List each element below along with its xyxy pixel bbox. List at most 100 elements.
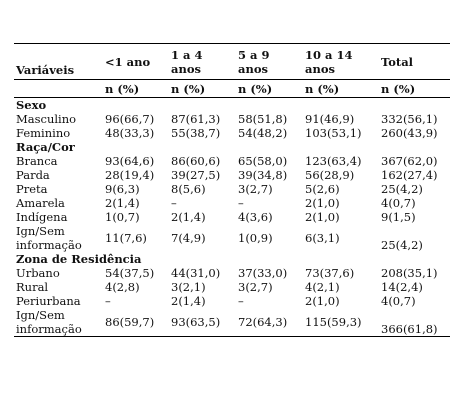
cell: 9(1,5): [381, 210, 416, 224]
cell: 8(5,6): [171, 182, 206, 196]
cell: 11(7,6): [105, 231, 147, 245]
cell: 123(63,4): [305, 154, 362, 168]
cell: 93(63,5): [169, 308, 236, 337]
data-row: Periurbana – 2(1,4) – 2(1,0) 4(0,7): [14, 294, 450, 308]
data-row: Feminino 48(33,3) 55(38,7) 54(48,2) 103(53,1…: [14, 126, 450, 140]
row-label: Feminino: [16, 126, 71, 140]
data-table: Variáveis <1 ano 1 a 4 anos 5 a 9 anos 10 a …: [14, 43, 450, 337]
cell: 9(6,3): [105, 182, 140, 196]
header-text: 5 a 9 anos: [238, 47, 270, 76]
cell: 48(33,3): [105, 126, 155, 140]
header-cell: 1 a 4 anos: [169, 43, 236, 80]
cell: 86(60,6): [171, 154, 221, 168]
cell: 91(46,9): [305, 112, 355, 126]
cell: 4(3,6): [238, 210, 273, 224]
cell: 2(1,4): [105, 196, 140, 210]
cell: 332(56,1): [381, 112, 438, 126]
subheader-cell: n (%): [379, 79, 450, 98]
section-row: Zona de Residência: [14, 252, 450, 266]
row-label: Branca: [16, 154, 58, 168]
row-label: Periurbana: [16, 294, 81, 308]
cell: –: [238, 294, 244, 308]
row-label: Amarela: [16, 196, 65, 210]
cell: 367(62,0): [381, 154, 438, 168]
cell: 208(35,1): [381, 266, 438, 280]
section-title: Sexo: [16, 98, 47, 112]
cell: 3(2,1): [171, 280, 206, 294]
section-title: Zona de Residência: [16, 252, 142, 266]
cell: 93(64,6): [105, 154, 155, 168]
cell: –: [105, 294, 111, 308]
cell: 65(58,0): [238, 154, 288, 168]
subheader-blank: [14, 79, 103, 98]
cell: 2(1,0): [305, 210, 340, 224]
cell: 44(31,0): [171, 266, 221, 280]
cell: 39(27,5): [171, 168, 221, 182]
table-body: Sexo Masculino 96(66,7) 87(61,3) 58(51,8) 91(…: [14, 98, 450, 337]
cell: 39(34,8): [238, 168, 288, 182]
cell: 55(38,7): [171, 126, 221, 140]
cell: 1(0,7): [105, 210, 140, 224]
cell: 115(59,3): [303, 308, 379, 337]
header-text: 1 a 4 anos: [171, 47, 203, 76]
cell: 2(1,0): [305, 294, 340, 308]
header-cell: 5 a 9 anos: [236, 43, 303, 80]
header-text: Total: [381, 54, 414, 69]
data-row: Indígena 1(0,7) 2(1,4) 4(3,6) 2(1,0) 9(1,5): [14, 210, 450, 224]
row-label: Parda: [16, 168, 50, 182]
cell: 366(61,8): [379, 308, 450, 337]
cell: 37(33,0): [238, 266, 288, 280]
cell: 4(2,8): [105, 280, 140, 294]
row-label: Rural: [16, 280, 49, 294]
cell: 2(1,4): [171, 294, 206, 308]
cell: 25(4,2): [381, 238, 423, 252]
cell: –: [238, 196, 244, 210]
cell: 5(2,6): [305, 182, 340, 196]
cell: 3(2,7): [238, 182, 273, 196]
row-label: Urbano: [16, 266, 60, 280]
cell: 87(61,3): [171, 112, 221, 126]
data-row: Preta 9(6,3) 8(5,6) 3(2,7) 5(2,6) 25(4,2): [14, 182, 450, 196]
header-cell: <1 ano: [103, 43, 169, 80]
subheader-row: n (%) n (%) n (%) n (%) n (%): [14, 79, 450, 98]
cell: 6(3,1): [305, 231, 340, 245]
header-cell: 10 a 14 anos: [303, 43, 379, 80]
subheader-cell: n (%): [169, 79, 236, 98]
cell: 25(4,2): [381, 182, 423, 196]
header-cell: Variáveis: [14, 43, 103, 80]
data-row: Masculino 96(66,7) 87(61,3) 58(51,8) 91(46,9…: [14, 112, 450, 126]
data-row: Branca 93(64,6) 86(60,6) 65(58,0) 123(63,4) 3…: [14, 154, 450, 168]
cell: 4(2,1): [305, 280, 340, 294]
row-label: Masculino: [16, 112, 77, 126]
cell: 2(1,4): [171, 210, 206, 224]
cell: 14(2,4): [381, 280, 423, 294]
cell: 7(4,9): [171, 231, 206, 245]
cell: 103(53,1): [305, 126, 362, 140]
data-row: Ign/Sem informação 11(7,6) 7(4,9) 1(0,9) 6(3…: [14, 224, 450, 252]
header-row: Variáveis <1 ano 1 a 4 anos 5 a 9 anos 10 a …: [14, 43, 450, 80]
cell: 96(66,7): [105, 112, 155, 126]
cell: 1(0,9): [238, 231, 273, 245]
row-label: Ign/Sem informação: [14, 308, 103, 337]
cell: 4(0,7): [381, 294, 416, 308]
data-row: Parda 28(19,4) 39(27,5) 39(34,8) 56(28,9) 162…: [14, 168, 450, 182]
data-row: Rural 4(2,8) 3(2,1) 3(2,7) 4(2,1) 14(2,4): [14, 280, 450, 294]
cell: 54(37,5): [105, 266, 155, 280]
section-row: Raça/Cor: [14, 140, 450, 154]
row-label: Preta: [16, 182, 48, 196]
data-row: Amarela 2(1,4) – – 2(1,0) 4(0,7): [14, 196, 450, 210]
header-text: <1 ano: [105, 54, 151, 69]
data-row: Urbano 54(37,5) 44(31,0) 37(33,0) 73(37,6) 20…: [14, 266, 450, 280]
section-row: Sexo: [14, 98, 450, 113]
data-row: Ign/Sem informação 86(59,7) 93(63,5) 72(64,…: [14, 308, 450, 337]
section-title: Raça/Cor: [16, 140, 75, 154]
cell: 4(0,7): [381, 196, 416, 210]
subheader-cell: n (%): [236, 79, 303, 98]
table-head: Variáveis <1 ano 1 a 4 anos 5 a 9 anos 10 a …: [14, 43, 450, 98]
cell: –: [171, 196, 177, 210]
cell: 54(48,2): [238, 126, 288, 140]
cell: 162(27,4): [381, 168, 438, 182]
header-text: 10 a 14 anos: [305, 47, 353, 76]
subheader-cell: n (%): [303, 79, 379, 98]
